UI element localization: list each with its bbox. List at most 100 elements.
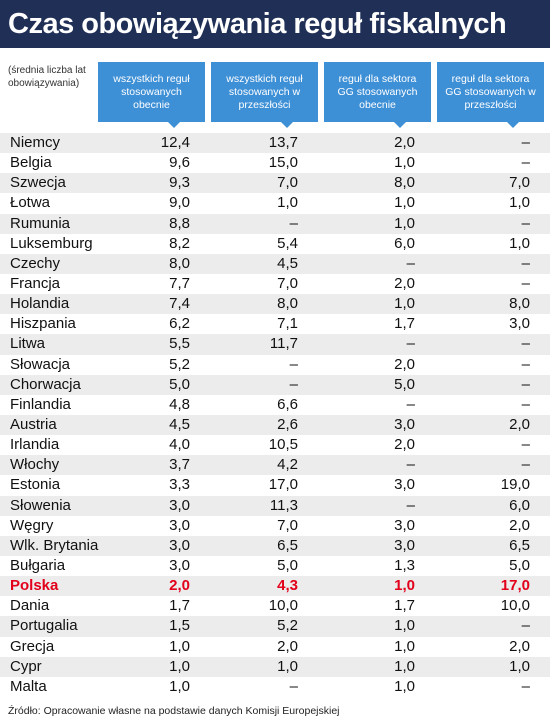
table-row: Słowenia 3,0 11,3 – 6,0: [0, 495, 550, 516]
table-row: Wlk. Brytania 3,0 6,5 3,0 6,5: [0, 535, 550, 556]
value-cell: 2,0: [509, 415, 530, 433]
value-cell: –: [289, 677, 298, 695]
value-cell: –: [521, 134, 530, 151]
value-cell: 2,0: [277, 637, 298, 655]
value-cell: 19,0: [500, 476, 530, 494]
value-cell: 2,0: [394, 134, 415, 151]
table-row: Estonia 3,3 17,0 3,0 19,0: [0, 475, 550, 495]
value-cell: 8,0: [509, 295, 530, 313]
table-row: Czechy 8,0 4,5 – –: [0, 253, 550, 274]
value-cell: –: [521, 214, 530, 232]
table-row: Słowacja 5,2 – 2,0 –: [0, 355, 550, 375]
value-cell: 7,0: [277, 274, 298, 292]
table-row: Irlandia 4,0 10,5 2,0 –: [0, 435, 550, 455]
value-cell: 3,0: [169, 516, 190, 534]
value-cell: 2,0: [394, 436, 415, 454]
value-cell: 11,7: [269, 335, 298, 353]
table-row: Włochy 3,7 4,2 – –: [0, 455, 550, 476]
country: Estonia: [10, 476, 61, 494]
value-cell: 10,0: [268, 597, 298, 615]
table-row: Niemcy 12,4 13,7 2,0 –: [0, 133, 550, 154]
country: Słowenia: [10, 496, 71, 514]
value-cell: 4,3: [277, 577, 298, 595]
table-row: Cypr 1,0 1,0 1,0 1,0: [0, 656, 550, 677]
value-cell: 3,0: [169, 536, 190, 554]
country: Belgia: [10, 154, 52, 172]
value-cell: 7,4: [169, 295, 190, 313]
value-cell: 3,0: [169, 556, 190, 574]
table-row: Portugalia 1,5 5,2 1,0 –: [0, 616, 550, 637]
table-body: Niemcy 12,4 13,7 2,0– Belgia 9,6 15,0 1,0– Szwec…: [0, 133, 550, 697]
country: Dania: [10, 597, 50, 615]
column-header: reguł dla sektora GG stosowanych w przes…: [437, 62, 544, 128]
value-cell: –: [521, 154, 530, 172]
table-row: Austria 4,5 2,6 3,0 2,0: [0, 414, 550, 436]
value-cell: 13,7: [268, 134, 298, 151]
country: Węgry: [10, 516, 54, 534]
column-header: reguł dla sektora GG stosowanych obecnie: [324, 62, 431, 128]
value-cell: 1,0: [169, 637, 190, 655]
value-cell: 6,2: [169, 315, 190, 333]
country: Cypr: [10, 657, 42, 675]
value-cell: 8,0: [169, 254, 190, 272]
value-cell: 1,0: [394, 295, 415, 313]
table-row: Szwecja 9,3 7,0 8,0 7,0: [0, 173, 550, 194]
value-cell: 3,3: [169, 476, 190, 494]
table-row: Francja 7,7 7,0 2,0 –: [0, 274, 550, 294]
value-cell: –: [406, 496, 415, 514]
note: (średnia liczba lat obowiązywania): [8, 65, 86, 89]
country: Słowacja: [10, 355, 71, 373]
value-cell: 9,0: [169, 194, 190, 212]
value-cell: 1,0: [277, 194, 298, 212]
value-cell: 3,0: [394, 415, 415, 433]
value-cell: 9,6: [169, 154, 190, 172]
value-cell: 4,5: [277, 254, 298, 272]
value-cell: 8,2: [169, 234, 190, 252]
country: Chorwacja: [10, 375, 81, 393]
value-cell: –: [521, 375, 530, 393]
value-cell: 1,0: [394, 194, 415, 212]
table-row: Bułgaria 3,0 5,0 1,3 5,0: [0, 556, 550, 576]
value-cell: 15,0: [268, 154, 298, 172]
value-cell: 2,0: [509, 516, 530, 534]
value-cell: 4,0: [169, 436, 190, 454]
value-cell: 5,0: [169, 375, 190, 393]
table-row: Chorwacja 5,0 – 5,0 –: [0, 374, 550, 395]
value-cell: 1,3: [394, 556, 415, 574]
value-cell: 3,0: [509, 315, 530, 333]
value-cell: 5,0: [277, 556, 298, 574]
country: Czechy: [10, 254, 61, 272]
value-cell: 8,0: [277, 295, 298, 313]
value-cell: 1,0: [394, 617, 415, 635]
country: Litwa: [10, 335, 46, 353]
table-row: Holandia 7,4 8,0 1,0 8,0: [0, 294, 550, 315]
country: Wlk. Brytania: [10, 536, 99, 554]
table-row: Belgia 9,6 15,0 1,0 –: [0, 153, 550, 173]
table-row: Malta 1,0 – 1,0 –: [0, 677, 550, 697]
table-row: Grecja 1,0 2,0 1,0 2,0: [0, 637, 550, 657]
table-row: Luksemburg 8,2 5,4 6,0 1,0: [0, 234, 550, 254]
value-cell: –: [521, 254, 530, 272]
value-cell: –: [406, 395, 415, 413]
title: Czas obowiązywania reguł fiskalnych: [0, 0, 550, 48]
value-cell: –: [521, 677, 530, 695]
value-cell: 1,0: [394, 677, 415, 695]
value-cell: –: [406, 254, 415, 272]
value-cell: 1,0: [394, 214, 415, 232]
value-cell: 5,2: [277, 617, 298, 635]
value-cell: 1,5: [169, 617, 190, 635]
value-cell: –: [521, 274, 530, 292]
source: Źródło: Opracowanie własne na podstawie …: [8, 705, 340, 717]
value-cell: 6,6: [277, 395, 298, 413]
table-row: Dania 1,7 10,0 1,7 10,0: [0, 596, 550, 616]
value-cell: 5,0: [509, 556, 530, 574]
country: Szwecja: [10, 174, 66, 192]
value-cell: –: [521, 617, 530, 635]
value-cell: 7,0: [277, 174, 298, 192]
column-header: wszystkich reguł stosowanych obecnie: [98, 62, 205, 128]
country: Finlandia: [10, 395, 71, 413]
value-cell: 2,0: [394, 274, 415, 292]
table-row: Polska 2,0 4,3 1,0 17,0: [0, 576, 550, 597]
value-cell: 7,0: [277, 516, 298, 534]
